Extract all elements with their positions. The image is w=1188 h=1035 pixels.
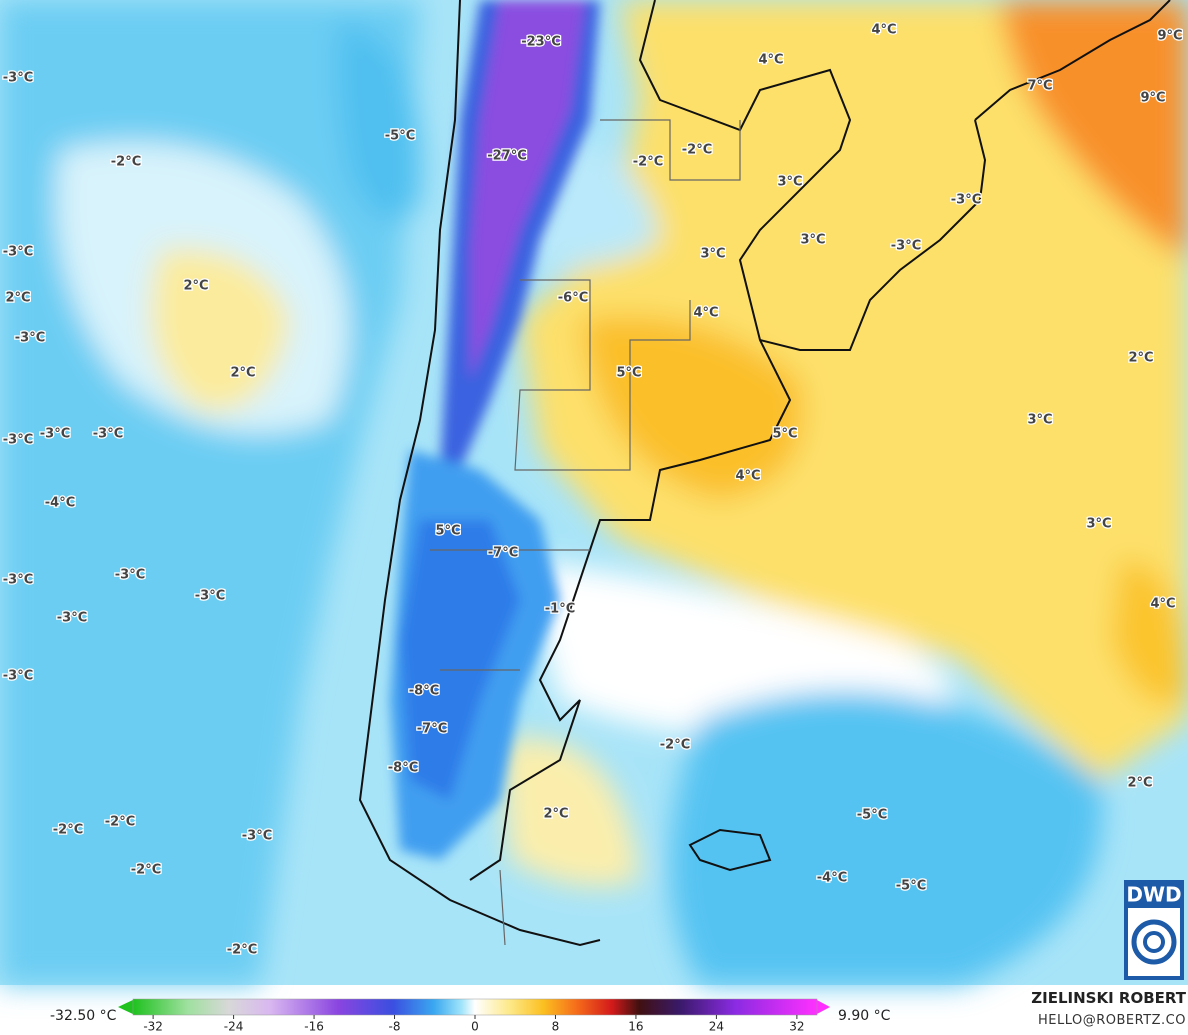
colorbar-tick-label: -8 <box>389 1020 401 1034</box>
author: ZIELINSKI ROBERT <box>1031 989 1186 1007</box>
temperature-label: -3°C <box>40 427 70 442</box>
temperature-label: -3°C <box>15 331 45 346</box>
temperature-label: 4°C <box>1150 597 1175 612</box>
temperature-label: 2°C <box>183 279 208 294</box>
temperature-label: 9°C <box>1140 91 1165 106</box>
contact: HELLO@ROBERTZ.CO <box>1038 1013 1186 1028</box>
temperature-label: -5°C <box>896 879 926 894</box>
temperature-label: 4°C <box>758 53 783 68</box>
logo-text: DWD <box>1126 883 1181 907</box>
temperature-label: -3°C <box>3 669 33 684</box>
temperature-label: 3°C <box>1086 517 1111 532</box>
temperature-label: -1°C <box>545 602 575 617</box>
logo: DWD <box>1124 880 1184 980</box>
colorbar-tick-label: 0 <box>471 1020 479 1034</box>
temperature-label: -4°C <box>817 871 847 886</box>
temperature-labels: -23°C 4°C 4°C 9°C 7°C 9°C -3°C -5°C -2°C -27°C -2°… <box>2 21 1184 959</box>
colorbar-min-label: -32.50 °C <box>50 1008 117 1024</box>
temperature-label: -3°C <box>3 433 33 448</box>
temperature-label: 9°C <box>1157 29 1182 44</box>
colorbar-tick-label: -16 <box>304 1020 324 1034</box>
temperature-label: -2°C <box>53 823 83 838</box>
temperature-label: 2°C <box>230 366 255 381</box>
temperature-label: -3°C <box>93 427 123 442</box>
temperature-label: 3°C <box>777 175 802 190</box>
colorbar-tick-label: 16 <box>628 1020 643 1034</box>
temperature-label: 2°C <box>1127 776 1152 791</box>
temperature-label: -2°C <box>682 143 712 158</box>
temperature-label: -2°C <box>633 155 663 170</box>
temperature-label: 4°C <box>871 23 896 38</box>
temperature-label: -3°C <box>951 193 981 208</box>
temperature-label: 3°C <box>800 233 825 248</box>
temperature-label: 3°C <box>700 247 725 262</box>
temperature-label: -2°C <box>227 943 257 958</box>
temperature-label: -7°C <box>488 546 518 561</box>
temperature-label: 5°C <box>616 366 641 381</box>
temperature-label: -6°C <box>558 291 588 306</box>
temperature-label: 4°C <box>735 469 760 484</box>
temperature-label: -3°C <box>195 589 225 604</box>
temperature-label: -3°C <box>242 829 272 844</box>
temperature-label: -5°C <box>857 808 887 823</box>
temperature-label: -3°C <box>3 573 33 588</box>
temperature-label: -7°C <box>417 722 447 737</box>
temperature-label: -8°C <box>388 761 418 776</box>
temperature-label: -3°C <box>115 568 145 583</box>
temperature-label: 7°C <box>1027 79 1052 94</box>
temperature-label: 3°C <box>1027 413 1052 428</box>
temperature-label: 4°C <box>693 306 718 321</box>
colorbar-max-label: 9.90 °C <box>838 1008 891 1024</box>
temperature-label: -23°C <box>521 35 561 50</box>
temperature-label: -5°C <box>385 129 415 144</box>
temperature-label: -3°C <box>3 245 33 260</box>
colorbar-tick-label: 32 <box>789 1020 804 1034</box>
temperature-label: -3°C <box>3 71 33 86</box>
temperature-label: 5°C <box>772 427 797 442</box>
temperature-label: -8°C <box>409 684 439 699</box>
colorbar-tick-label: -24 <box>224 1020 244 1034</box>
temperature-label: -2°C <box>131 863 161 878</box>
temperature-label: 2°C <box>1128 351 1153 366</box>
temperature-label: -27°C <box>487 149 527 164</box>
temperature-label: -2°C <box>111 155 141 170</box>
temperature-label: 2°C <box>5 291 30 306</box>
colorbar-tick-label: 8 <box>552 1020 560 1034</box>
colorbar-tick-label: 24 <box>709 1020 724 1034</box>
temperature-label: -3°C <box>57 611 87 626</box>
temperature-label: -2°C <box>660 738 690 753</box>
colorbar-tick-label: -32 <box>143 1020 163 1034</box>
temperature-label: -3°C <box>891 239 921 254</box>
temperature-label: -4°C <box>45 496 75 511</box>
temperature-label: -2°C <box>105 815 135 830</box>
temperature-label: 5°C <box>435 524 460 539</box>
map-background <box>0 0 1188 985</box>
colorbar: -32.50 °C 9.90 °C <box>50 998 891 1024</box>
temperature-label: 2°C <box>543 807 568 822</box>
